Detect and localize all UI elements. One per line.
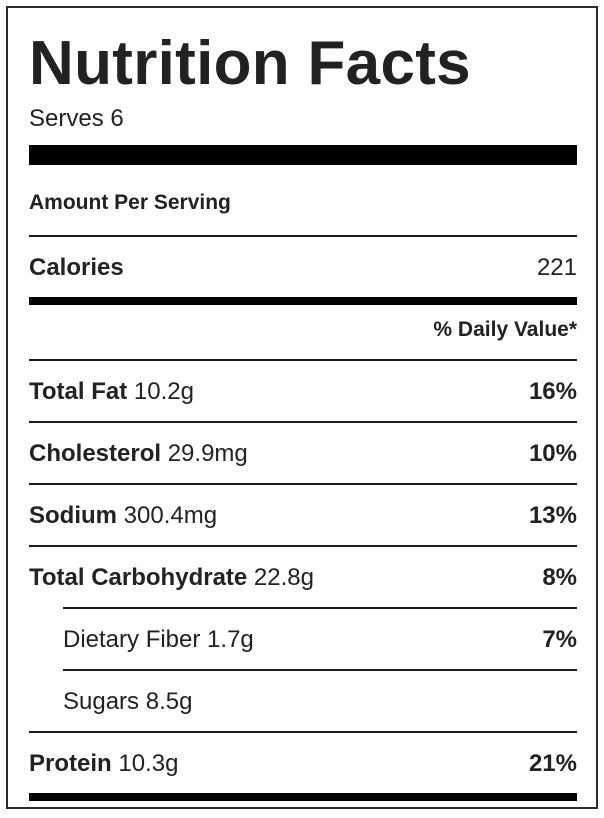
- indented-divider: [63, 607, 577, 609]
- thick-divider: [29, 145, 577, 165]
- nutrient-name: Cholesterol: [29, 440, 162, 467]
- nutrient-daily-value: 13%: [528, 502, 577, 529]
- nutrient-amount: 29.9mg: [167, 440, 248, 467]
- nutrient-label: Sodium 300.4mg: [29, 499, 217, 533]
- nutrient-name: Protein: [29, 750, 112, 777]
- nutrient-name: Sugars: [63, 688, 140, 715]
- label-title: Nutrition Facts: [29, 29, 471, 98]
- bottom-divider: [29, 793, 577, 801]
- nutrient-amount: 10.2g: [133, 378, 194, 405]
- nutrient-daily-value: 21%: [528, 750, 577, 777]
- nutrient-amount: 22.8g: [253, 564, 314, 591]
- nutrient-label: Total Fat 10.2g: [29, 375, 194, 409]
- nutrient-row-sugars: Sugars 8.5g: [29, 685, 577, 719]
- nutrient-amount: 8.5g: [145, 688, 193, 715]
- nutrient-row-dietary-fiber: Dietary Fiber 1.7g 7%: [29, 623, 577, 657]
- nutrient-label: Dietary Fiber 1.7g: [63, 623, 254, 657]
- nutrient-daily-value: 10%: [528, 440, 577, 467]
- divider: [29, 235, 577, 237]
- nutrient-name: Total Carbohydrate: [29, 564, 248, 591]
- nutrient-label: Cholesterol 29.9mg: [29, 437, 248, 471]
- nutrient-name: Sodium: [29, 502, 117, 529]
- nutrient-row-cholesterol: Cholesterol 29.9mg 10%: [29, 437, 577, 471]
- servings-text: Serves 6: [29, 105, 124, 132]
- nutrient-daily-value: 8%: [542, 564, 577, 591]
- daily-value-header: % Daily Value*: [433, 318, 577, 341]
- calories-label: Calories: [29, 254, 124, 281]
- nutrient-row-total-carbohydrate: Total Carbohydrate 22.8g 8%: [29, 561, 577, 595]
- nutrient-amount: 1.7g: [207, 626, 254, 653]
- amount-per-serving-heading: Amount Per Serving: [29, 191, 231, 214]
- divider: [29, 359, 577, 361]
- nutrient-daily-value: 7%: [542, 626, 577, 653]
- nutrient-name: Dietary Fiber: [63, 626, 201, 653]
- medium-divider: [29, 297, 577, 305]
- calories-row: Calories 221: [29, 251, 577, 285]
- indented-divider: [63, 669, 577, 671]
- nutrient-daily-value: 16%: [528, 378, 577, 405]
- nutrient-label: Sugars 8.5g: [63, 685, 192, 719]
- calories-value: 221: [536, 254, 577, 281]
- divider: [29, 731, 577, 733]
- nutrient-row-sodium: Sodium 300.4mg 13%: [29, 499, 577, 533]
- nutrient-row-total-fat: Total Fat 10.2g 16%: [29, 375, 577, 409]
- nutrient-amount: 300.4mg: [123, 502, 218, 529]
- divider: [29, 483, 577, 485]
- divider: [29, 421, 577, 423]
- nutrient-label: Total Carbohydrate 22.8g: [29, 561, 314, 595]
- nutrient-name: Total Fat: [29, 378, 128, 405]
- nutrient-label: Protein 10.3g: [29, 747, 178, 781]
- nutrition-facts-label: Nutrition Facts Serves 6 Amount Per Serv…: [6, 6, 598, 809]
- nutrient-row-protein: Protein 10.3g 21%: [29, 747, 577, 781]
- divider: [29, 545, 577, 547]
- nutrient-amount: 10.3g: [118, 750, 179, 777]
